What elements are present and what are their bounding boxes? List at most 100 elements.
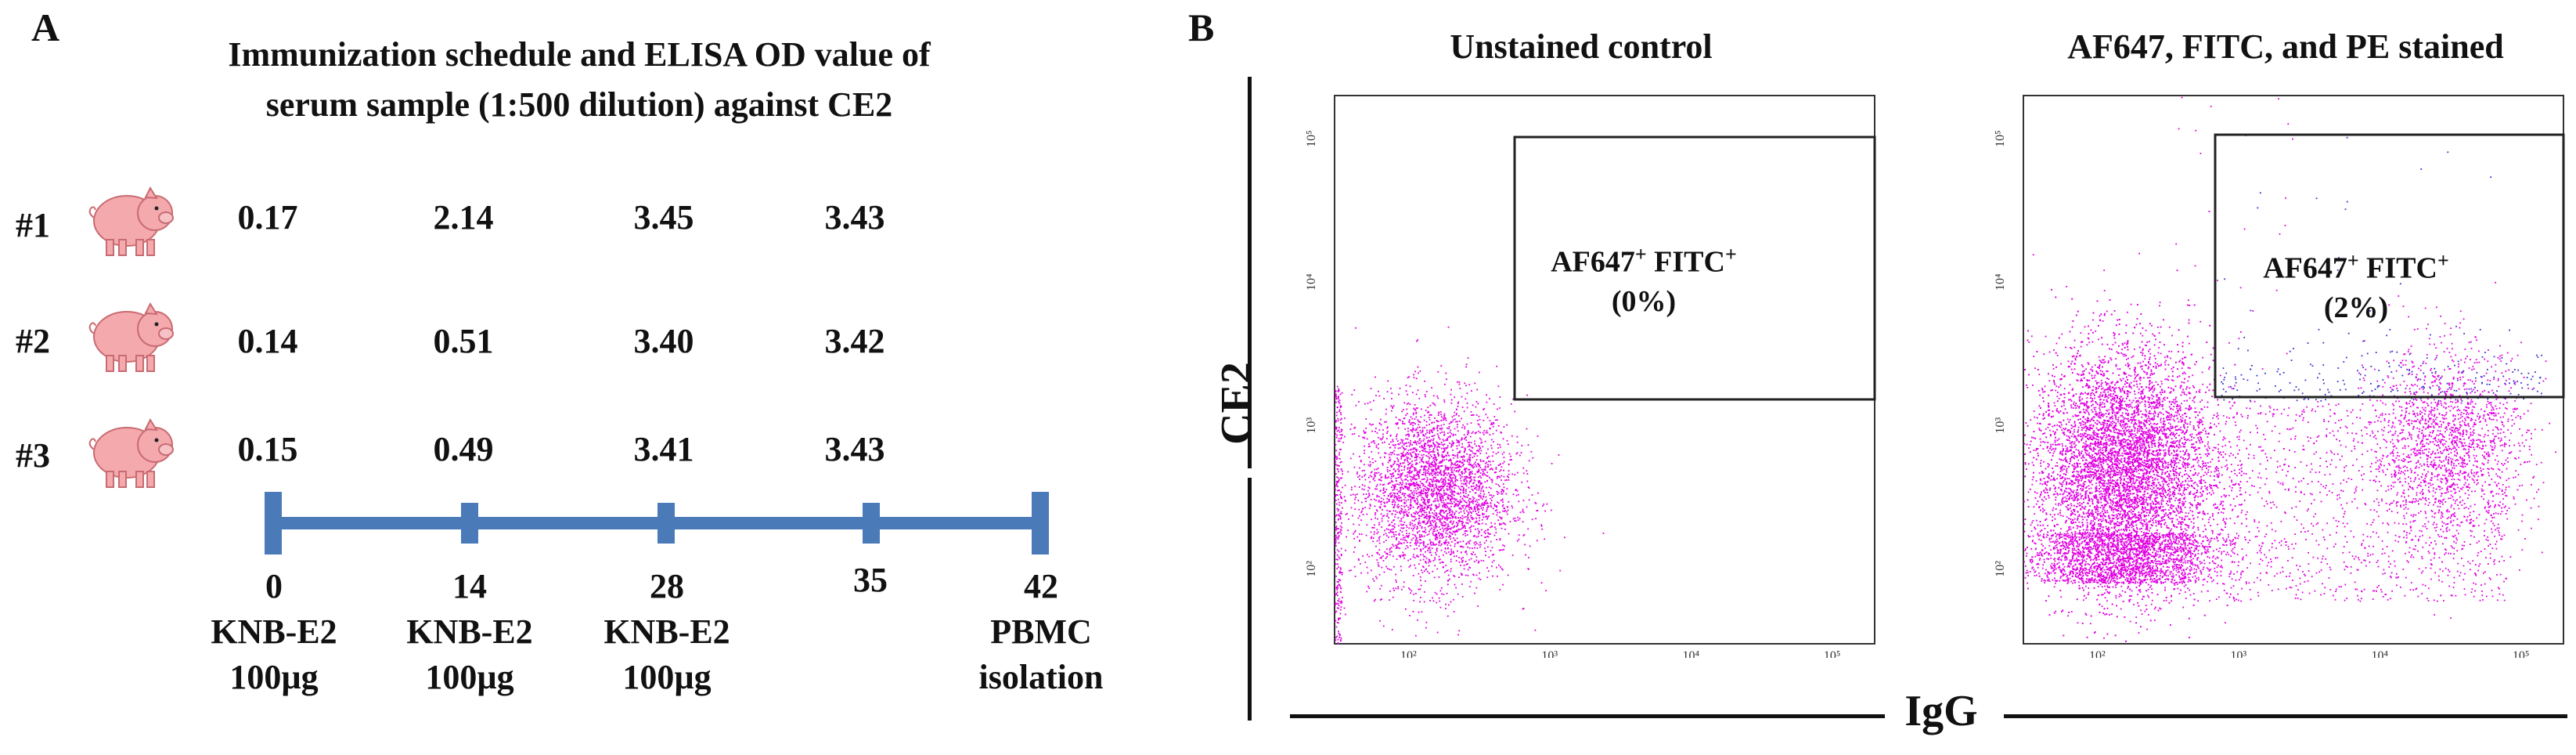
event-dot bbox=[1418, 494, 1421, 497]
event-dot bbox=[1413, 512, 1415, 514]
event-dot bbox=[2185, 584, 2187, 586]
event-dot bbox=[2070, 510, 2073, 512]
event-dot bbox=[1518, 538, 1520, 540]
event-dot bbox=[1419, 542, 1421, 544]
event-dot bbox=[1432, 600, 1435, 602]
event-dot bbox=[1457, 530, 1459, 533]
event-dot bbox=[1420, 554, 1421, 556]
event-dot bbox=[1459, 460, 1461, 462]
event-dot bbox=[1400, 489, 1402, 491]
event-dot bbox=[1410, 558, 1411, 560]
event-dot bbox=[1407, 515, 1408, 517]
event-dot bbox=[1409, 485, 1410, 486]
event-dot bbox=[1390, 465, 1392, 468]
event-dot bbox=[1439, 432, 1442, 434]
event-dot bbox=[1382, 560, 1385, 562]
event-dot bbox=[1441, 515, 1443, 517]
event-dot bbox=[1408, 533, 1410, 535]
event-dot bbox=[1436, 421, 1439, 422]
event-dot bbox=[1340, 555, 1342, 557]
event-dot bbox=[1463, 495, 1465, 497]
event-dot bbox=[1412, 556, 1414, 558]
event-dot bbox=[2141, 401, 2143, 403]
event-dot bbox=[1414, 518, 1417, 520]
event-dot bbox=[1378, 452, 1380, 454]
event-dot bbox=[1466, 553, 1468, 555]
event-dot bbox=[1376, 468, 1378, 471]
event-dot bbox=[2104, 432, 2106, 434]
event-dot bbox=[1339, 567, 1342, 569]
event-dot bbox=[1383, 533, 1385, 536]
event-dot bbox=[1472, 452, 1474, 454]
event-dot bbox=[1439, 540, 1441, 543]
event-dot bbox=[1472, 489, 1474, 492]
event-dot bbox=[1427, 455, 1429, 457]
pig-ear bbox=[144, 417, 158, 432]
event-dot bbox=[1479, 519, 1480, 522]
treatment-line1: KNB-E2 bbox=[406, 612, 533, 651]
event-dot bbox=[1386, 497, 1389, 500]
event-dot bbox=[1418, 536, 1421, 538]
event-dot bbox=[1463, 464, 1465, 465]
event-dot bbox=[1448, 426, 1450, 428]
event-dot bbox=[1441, 455, 1443, 457]
event-dot bbox=[1454, 545, 1456, 547]
event-dot bbox=[1479, 418, 1481, 421]
event-dot bbox=[1419, 457, 1421, 459]
event-dot bbox=[1432, 461, 1433, 463]
event-dot bbox=[1528, 460, 1530, 462]
event-dot bbox=[2059, 533, 2062, 536]
event-dot bbox=[1457, 381, 1458, 383]
event-dot bbox=[1458, 630, 1461, 632]
event-dot bbox=[1336, 411, 1338, 414]
event-dot bbox=[1439, 535, 1440, 537]
event-dot bbox=[2113, 399, 2116, 402]
event-dot bbox=[1450, 429, 1452, 432]
event-dot bbox=[1444, 484, 1446, 486]
event-dot bbox=[1459, 489, 1461, 490]
event-dot bbox=[1359, 540, 1360, 541]
event-dot bbox=[1433, 480, 1435, 482]
event-dot bbox=[2124, 342, 2126, 344]
event-dot bbox=[1340, 430, 1342, 432]
event-dot bbox=[2154, 469, 2156, 471]
event-dot bbox=[1427, 406, 1429, 408]
event-dot bbox=[1496, 566, 1497, 569]
event-dot bbox=[1420, 495, 1422, 497]
event-dot bbox=[1398, 469, 1400, 471]
event-dot bbox=[1470, 411, 1472, 413]
event-dot bbox=[2192, 533, 2194, 535]
event-dot bbox=[1398, 543, 1400, 545]
event-dot bbox=[1411, 461, 1413, 462]
event-dot bbox=[1458, 576, 1460, 578]
event-dot bbox=[1429, 457, 1431, 459]
event-dot bbox=[1512, 493, 1515, 496]
event-dot bbox=[1492, 508, 1494, 510]
event-dot bbox=[1463, 434, 1465, 436]
event-dot bbox=[1490, 497, 1492, 500]
event-dot bbox=[1395, 422, 1397, 424]
pig-ear bbox=[144, 186, 158, 200]
day-number: 35 bbox=[853, 561, 888, 599]
event-dot bbox=[1438, 471, 1440, 474]
event-dot bbox=[1414, 516, 1416, 518]
event-dot bbox=[1398, 418, 1400, 421]
event-dot bbox=[2090, 540, 2092, 543]
event-dot bbox=[1429, 486, 1432, 488]
event-dot bbox=[2105, 439, 2107, 441]
event-dot bbox=[1424, 506, 1425, 508]
event-dot bbox=[1350, 569, 1352, 571]
event-dot bbox=[1450, 527, 1453, 529]
event-dot bbox=[1400, 523, 1402, 526]
event-dot bbox=[1431, 470, 1433, 472]
event-dot bbox=[1395, 587, 1397, 590]
event-dot bbox=[1417, 619, 1418, 621]
pig-leg bbox=[135, 355, 144, 372]
event-dot bbox=[1454, 481, 1457, 482]
event-dot bbox=[1457, 541, 1458, 544]
event-dot bbox=[1407, 453, 1410, 455]
event-dot bbox=[1433, 453, 1435, 456]
event-dot bbox=[1475, 541, 1477, 543]
event-dot bbox=[1428, 453, 1430, 455]
event-dot bbox=[1499, 444, 1501, 446]
